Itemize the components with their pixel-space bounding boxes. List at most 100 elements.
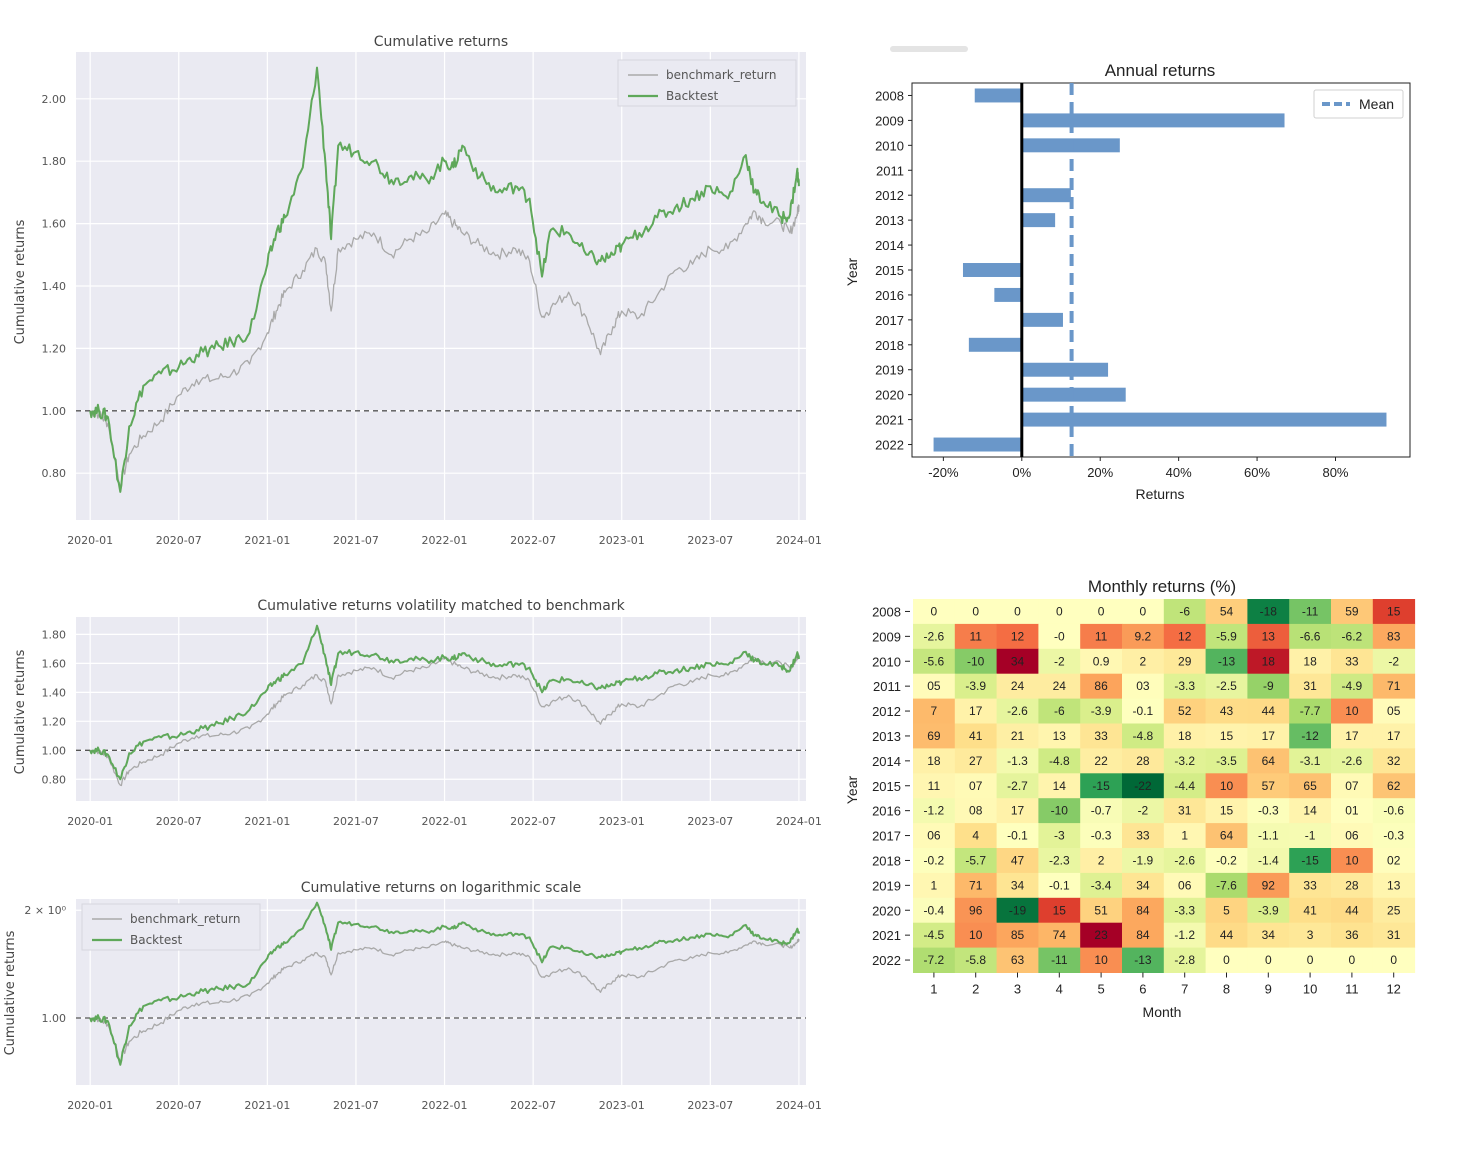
heatmap-cell	[1247, 823, 1290, 849]
cell-value: 18	[927, 754, 941, 768]
cell-value: 10	[1094, 953, 1108, 967]
cell-value: -3.3	[1174, 679, 1195, 693]
heatmap-cell	[1080, 599, 1123, 625]
heatmap-cell	[913, 922, 956, 949]
x-tick-label: -20%	[928, 465, 959, 480]
heatmap-cell	[1289, 897, 1332, 924]
cell-value: -18	[1260, 604, 1278, 618]
heatmap-cell	[954, 623, 998, 650]
x-tick-label: 20%	[1087, 465, 1113, 480]
toolbar-fragment	[890, 46, 968, 52]
year-label: 2012	[875, 188, 904, 203]
heatmap-cell	[1080, 673, 1123, 700]
heatmap-cell	[1122, 823, 1165, 849]
cell-value: 17	[969, 704, 983, 718]
annual-bar	[1021, 188, 1071, 203]
cell-value: 02	[1387, 853, 1401, 867]
cell-value: 24	[1053, 679, 1067, 693]
heatmap-cell	[1080, 623, 1123, 650]
cell-value: -0.4	[924, 903, 945, 917]
y-tick-label: 1.40	[42, 686, 67, 699]
heatmap-cell	[954, 823, 998, 849]
heatmap-cell	[1247, 723, 1290, 749]
y-tick-label: 1.40	[42, 280, 67, 293]
heatmap-cell	[996, 673, 1039, 700]
cell-value: 47	[1011, 853, 1025, 867]
heatmap-cell	[1331, 623, 1374, 650]
cell-value: -7.2	[924, 953, 945, 967]
heatmap-cell	[1247, 897, 1290, 924]
legend-benchmark-label: benchmark_return	[666, 68, 776, 82]
annual-bar	[974, 88, 1022, 103]
heatmap-cell	[913, 798, 956, 824]
cell-value: 54	[1220, 604, 1234, 618]
annual-bar	[994, 287, 1022, 302]
cell-value: 0	[1265, 953, 1272, 967]
cell-value: 33	[1345, 654, 1359, 668]
year-label: 2010	[875, 138, 904, 153]
x-tick-label: 2022-01	[422, 534, 468, 547]
x-tick-label: 2020-07	[156, 815, 202, 828]
cell-value: 86	[1094, 679, 1108, 693]
annual-bar	[962, 263, 1022, 277]
cell-value: 34	[1136, 878, 1150, 892]
cell-value: 84	[1136, 928, 1150, 942]
cell-value: 10	[1220, 779, 1234, 793]
heatmap-cell	[913, 748, 956, 774]
cell-value: 15	[1220, 729, 1234, 743]
cell-value: 12	[1011, 629, 1025, 643]
cell-value: 0	[1349, 953, 1356, 967]
heatmap-cell	[1080, 897, 1123, 924]
cell-value: -0	[1054, 629, 1065, 643]
cell-value: 15	[1220, 804, 1234, 818]
cell-value: 08	[969, 804, 983, 818]
heatmap-cell	[1372, 947, 1416, 973]
cell-value: -19	[1009, 903, 1027, 917]
cell-value: 11	[928, 779, 941, 793]
heatmap-cell	[1080, 748, 1123, 774]
legend-box	[1313, 89, 1404, 119]
cell-value: 2	[1140, 654, 1147, 668]
cell-value: -3.2	[1174, 754, 1195, 768]
heatmap-cell	[1038, 698, 1081, 724]
heatmap-cell	[1038, 773, 1081, 799]
cell-value: 22	[1094, 754, 1108, 768]
annual-returns-xlabel: Returns	[1135, 486, 1184, 502]
annual-bar	[1021, 362, 1109, 377]
heatmap-cell	[1289, 922, 1332, 949]
cell-value: -2.6	[924, 629, 945, 643]
heatmap-cell	[1038, 897, 1081, 924]
cell-value: -10	[967, 654, 985, 668]
y-tick-label: 1.80	[42, 628, 67, 641]
heatmap-cell	[1080, 698, 1123, 724]
column-label: 5	[1097, 982, 1104, 997]
backtest-line	[89, 901, 800, 1066]
heatmap-cell	[954, 773, 998, 799]
cell-value: 5	[1223, 903, 1230, 917]
heatmap-cell	[1163, 922, 1207, 949]
cell-value: -3.1	[1300, 754, 1321, 768]
volatility-matched-ylabel: Cumulative returns	[13, 649, 28, 774]
heatmap-cell	[1372, 897, 1416, 924]
x-tick-label: 2023-01	[599, 534, 645, 547]
x-tick-label: 2020-07	[156, 534, 202, 547]
heatmap-cell	[1163, 897, 1207, 924]
cell-value: 17	[1011, 804, 1025, 818]
cell-value: 21	[1011, 729, 1025, 743]
heatmap-cell	[1289, 773, 1332, 799]
log-scale-ylabel: Cumulative returns	[3, 930, 18, 1055]
heatmap-cell	[1122, 599, 1165, 625]
row-label: 2008	[872, 604, 901, 619]
row-label: 2022	[872, 953, 901, 968]
heatmap-cell	[1247, 872, 1290, 899]
cell-value: -0.6	[1383, 804, 1404, 818]
cell-value: -1.1	[1258, 829, 1279, 843]
log-scale-title: Cumulative returns on logarithmic scale	[301, 880, 581, 896]
heatmap-cell	[1289, 848, 1332, 874]
heatmap-cell	[996, 922, 1039, 949]
cell-value: -4.5	[924, 928, 945, 942]
cell-value: 0	[1056, 604, 1063, 618]
heatmap-cell	[1331, 798, 1374, 824]
cell-value: 52	[1178, 704, 1192, 718]
heatmap-cell	[1372, 648, 1416, 675]
